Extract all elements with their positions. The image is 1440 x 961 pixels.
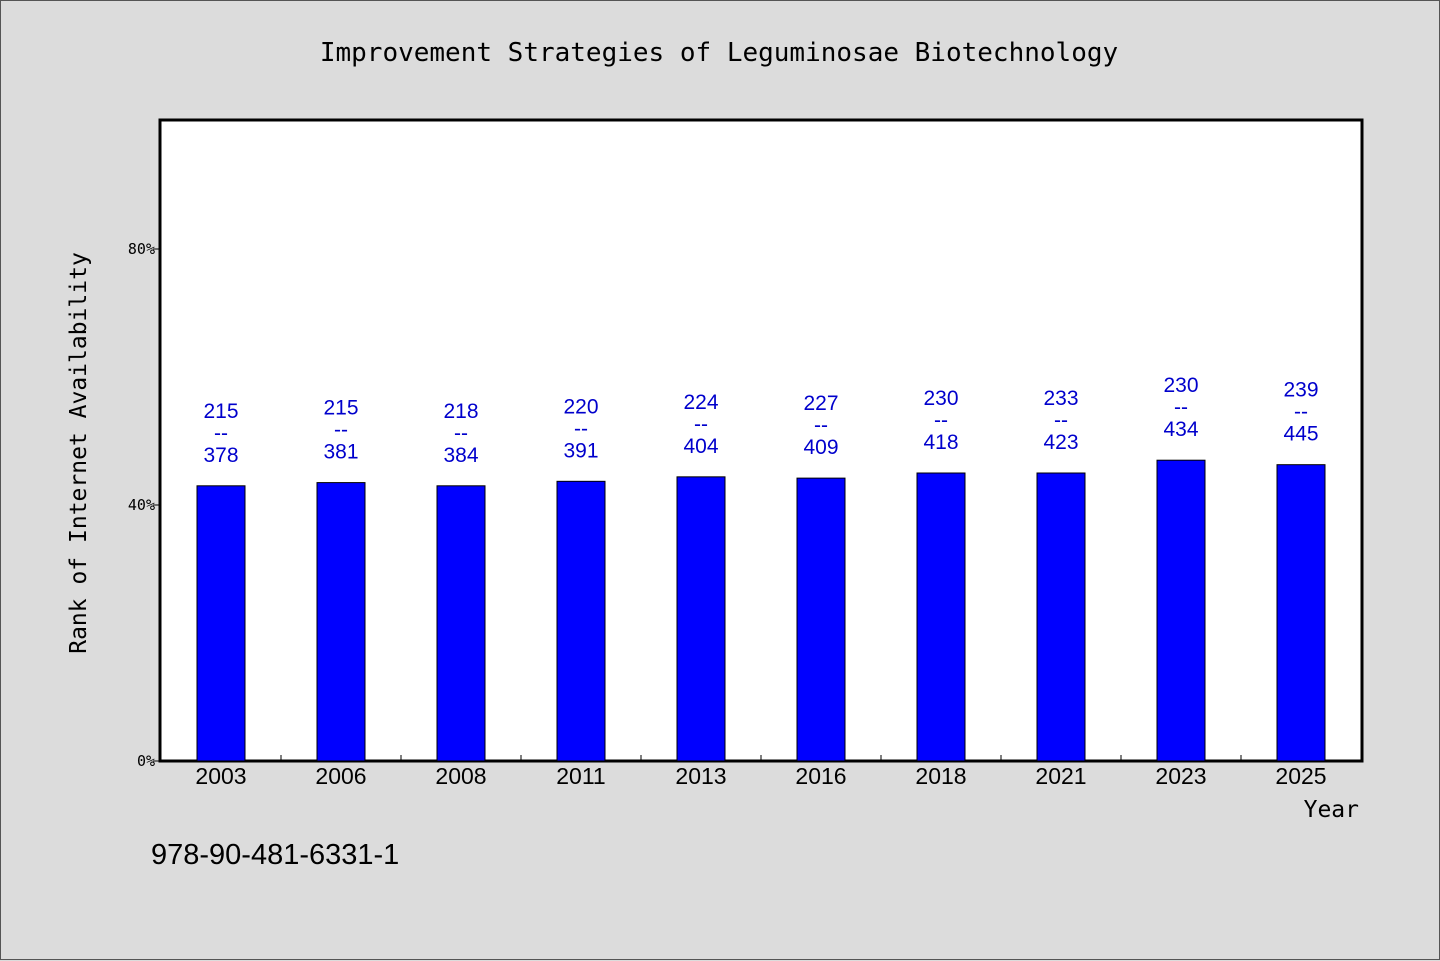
data-label-top: 224	[683, 391, 718, 414]
bar	[556, 480, 606, 762]
data-label-bottom: 423	[1043, 431, 1078, 454]
data-label-top: 220	[563, 395, 598, 418]
data-label-top: 230	[1163, 374, 1198, 397]
bar-series	[196, 459, 1326, 762]
data-label-bottom: 409	[803, 436, 838, 459]
bar	[1036, 472, 1086, 762]
y-axis-label: Rank of Internet Availability	[66, 252, 92, 654]
chart-title: Improvement Strategies of Leguminosae Bi…	[320, 38, 1118, 68]
data-label-bottom: 434	[1163, 418, 1198, 441]
y-tick-label: 80%	[128, 240, 155, 258]
x-tick-label: 2003	[195, 763, 246, 789]
data-label-top: 239	[1283, 379, 1318, 402]
x-tick-label: 2021	[1035, 763, 1086, 789]
data-label-separator: --	[1174, 396, 1188, 419]
x-tick-label: 2016	[795, 763, 846, 789]
data-label-top: 227	[803, 392, 838, 415]
data-label-separator: --	[1294, 401, 1308, 424]
data-label-bottom: 391	[563, 439, 598, 462]
bar	[316, 482, 366, 762]
data-label-top: 218	[443, 400, 478, 423]
bar	[1276, 464, 1326, 762]
x-axis: 2003 2006 2008 2011 2013 2016 2018 2021 2023 2025	[195, 755, 1327, 789]
data-label-bottom: 445	[1283, 423, 1318, 446]
x-tick-label: 2011	[556, 763, 605, 789]
data-label-top: 233	[1043, 387, 1078, 410]
bar	[436, 485, 486, 762]
data-label-bottom: 381	[323, 441, 358, 464]
bar	[796, 477, 846, 762]
x-axis-label: Year	[1304, 797, 1359, 823]
data-label-separator: --	[454, 422, 468, 445]
data-labels: 215--378215--381218--384220--391224--404…	[203, 374, 1318, 467]
data-label-separator: --	[694, 413, 708, 436]
data-label-bottom: 418	[923, 431, 958, 454]
bar	[916, 472, 966, 762]
bar	[196, 485, 246, 762]
data-label-separator: --	[214, 422, 228, 445]
data-label-separator: --	[1054, 409, 1068, 432]
data-label-bottom: 404	[683, 435, 718, 458]
y-tick-label: 0%	[137, 752, 155, 770]
x-tick-label: 2023	[1155, 763, 1206, 789]
data-label-top: 215	[203, 400, 238, 423]
data-label-top: 230	[923, 387, 958, 410]
x-tick-label: 2006	[315, 763, 366, 789]
y-axis: 0% 40% 80%	[128, 240, 161, 770]
data-label-bottom: 378	[203, 444, 238, 467]
data-label-separator: --	[934, 409, 948, 432]
data-label-separator: --	[574, 417, 588, 440]
x-tick-label: 2013	[675, 763, 726, 789]
data-label-separator: --	[334, 419, 348, 442]
y-tick-label: 40%	[128, 496, 155, 514]
bar	[1156, 459, 1206, 762]
isbn-text: 978-90-481-6331-1	[151, 839, 399, 871]
bar	[676, 476, 726, 762]
x-tick-label: 2018	[915, 763, 966, 789]
x-tick-label: 2008	[435, 763, 486, 789]
data-label-top: 215	[323, 397, 358, 420]
data-label-separator: --	[814, 414, 828, 437]
x-tick-label: 2025	[1275, 763, 1326, 789]
data-label-bottom: 384	[443, 444, 478, 467]
